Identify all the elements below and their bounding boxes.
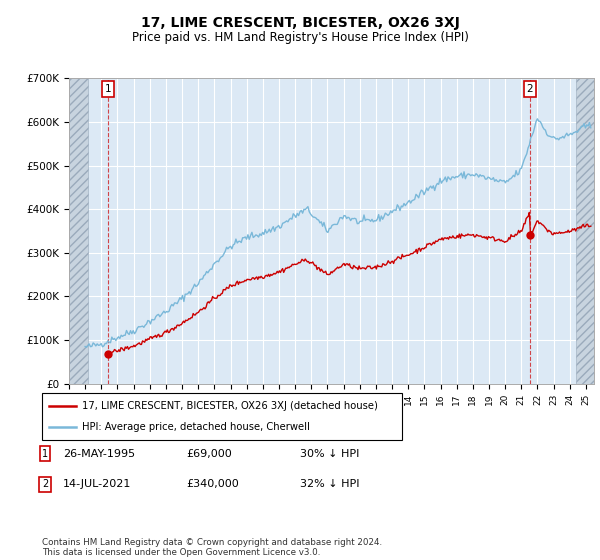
Text: 2: 2 (527, 84, 533, 94)
Bar (576, 78, 594, 384)
Text: £340,000: £340,000 (186, 479, 239, 489)
Text: 26-MAY-1995: 26-MAY-1995 (63, 449, 135, 459)
Text: Contains HM Land Registry data © Crown copyright and database right 2024.
This d: Contains HM Land Registry data © Crown c… (42, 538, 382, 557)
Text: £69,000: £69,000 (186, 449, 232, 459)
Text: 30% ↓ HPI: 30% ↓ HPI (300, 449, 359, 459)
Text: 32% ↓ HPI: 32% ↓ HPI (300, 479, 359, 489)
Text: 17, LIME CRESCENT, BICESTER, OX26 3XJ: 17, LIME CRESCENT, BICESTER, OX26 3XJ (140, 16, 460, 30)
Text: 1: 1 (104, 84, 111, 94)
Text: 2: 2 (42, 479, 48, 489)
Text: 14-JUL-2021: 14-JUL-2021 (63, 479, 131, 489)
Text: 1: 1 (42, 449, 48, 459)
Text: 17, LIME CRESCENT, BICESTER, OX26 3XJ (detached house): 17, LIME CRESCENT, BICESTER, OX26 3XJ (d… (82, 401, 377, 411)
Bar (69, 78, 88, 384)
Text: HPI: Average price, detached house, Cherwell: HPI: Average price, detached house, Cher… (82, 422, 310, 432)
Text: Price paid vs. HM Land Registry's House Price Index (HPI): Price paid vs. HM Land Registry's House … (131, 31, 469, 44)
